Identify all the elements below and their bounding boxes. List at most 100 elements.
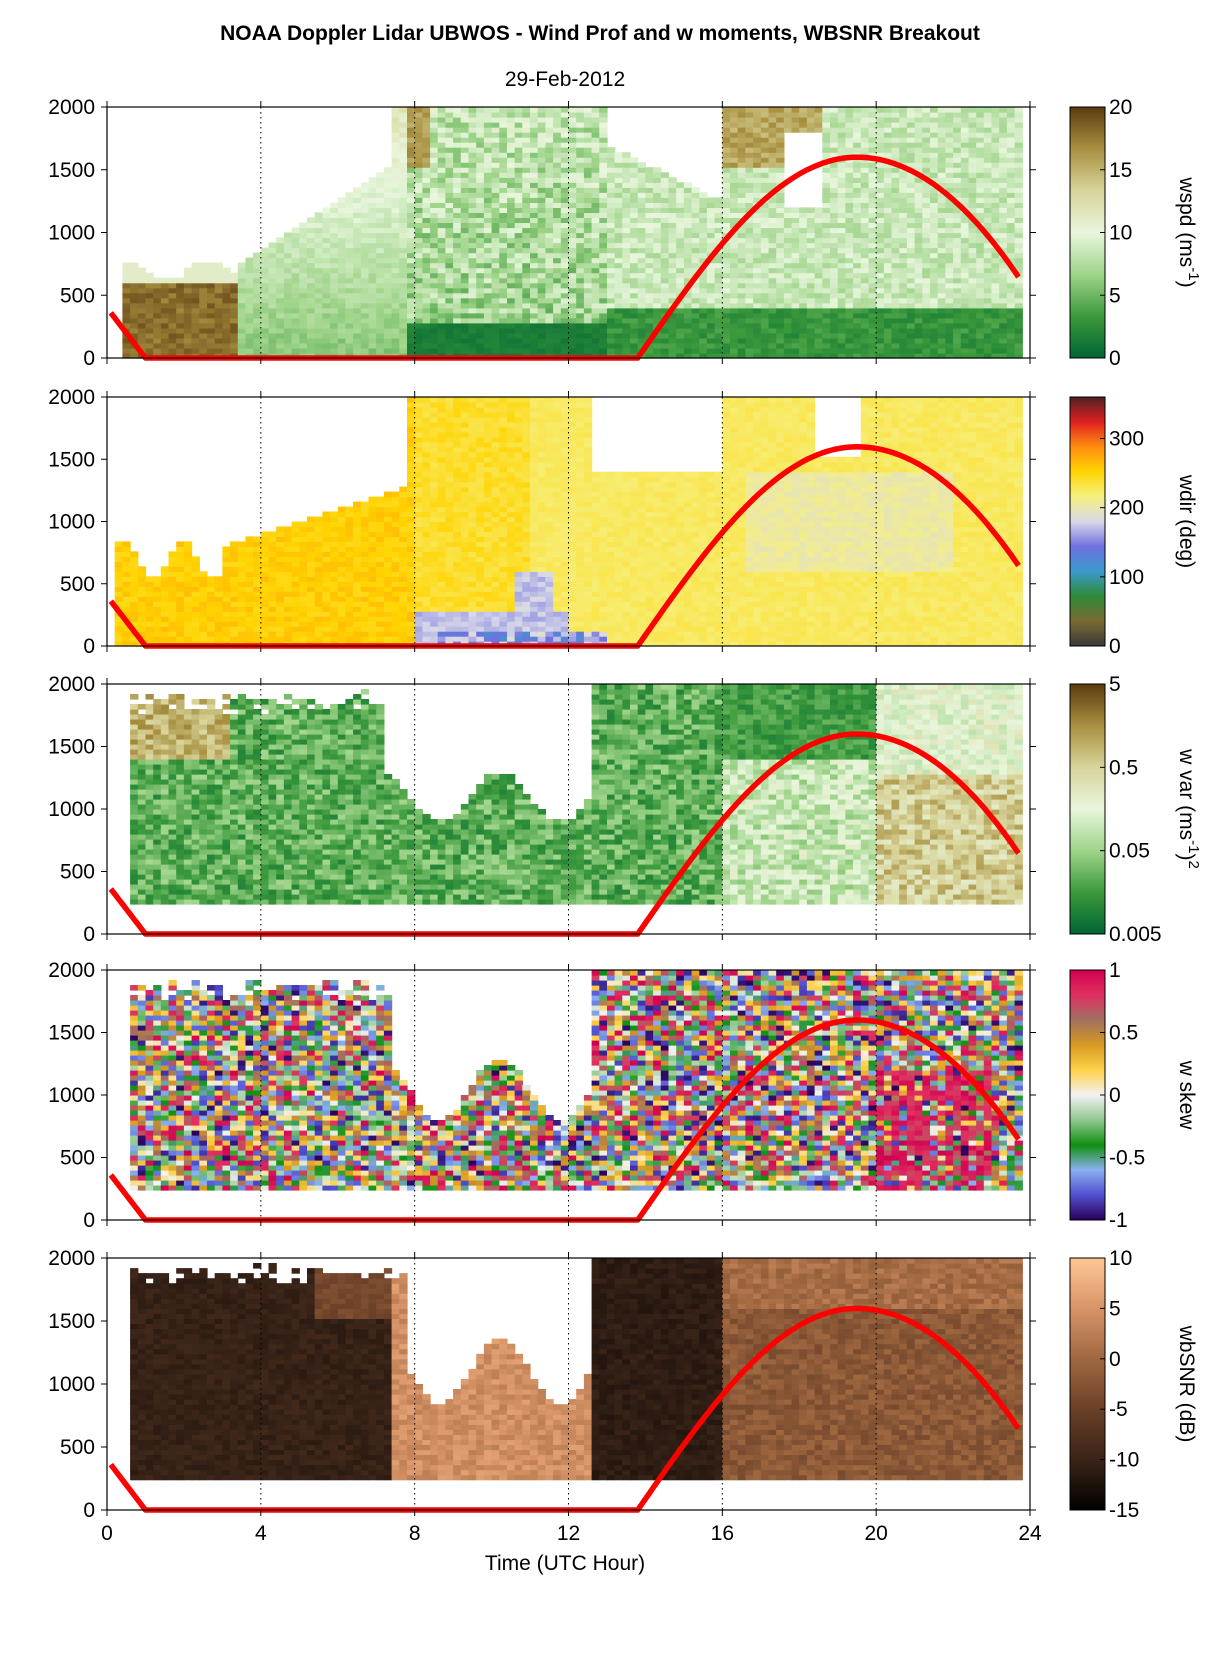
heatmap-cell bbox=[499, 182, 507, 188]
heatmap-cell bbox=[853, 202, 861, 208]
heatmap-cell bbox=[561, 268, 569, 274]
heatmap-cell bbox=[299, 313, 307, 319]
heatmap-cell bbox=[422, 343, 430, 349]
heatmap-cell bbox=[1007, 233, 1015, 239]
heatmap-cell bbox=[484, 228, 492, 234]
heatmap-cell bbox=[153, 308, 161, 314]
heatmap-cell bbox=[722, 172, 730, 178]
heatmap-cell bbox=[361, 212, 369, 218]
heatmap-cell bbox=[707, 343, 715, 349]
heatmap-cell bbox=[222, 611, 230, 617]
heatmap-cell bbox=[776, 217, 784, 223]
heatmap-cell bbox=[192, 278, 200, 284]
heatmap-cell bbox=[569, 192, 577, 198]
heatmap-cell bbox=[345, 328, 353, 334]
heatmap-cell bbox=[469, 137, 477, 143]
heatmap-cell bbox=[630, 258, 638, 264]
heatmap-cell bbox=[738, 122, 746, 128]
heatmap-cell bbox=[845, 263, 853, 269]
heatmap-cell bbox=[461, 253, 469, 259]
heatmap-cell bbox=[745, 238, 753, 244]
heatmap-cell bbox=[207, 338, 215, 344]
heatmap-cell bbox=[569, 127, 577, 133]
heatmap-cell bbox=[392, 217, 400, 223]
heatmap-cell bbox=[315, 223, 323, 229]
heatmap-cell bbox=[584, 263, 592, 269]
heatmap-cell bbox=[515, 192, 523, 198]
heatmap-cell bbox=[838, 343, 846, 349]
heatmap-cell bbox=[561, 263, 569, 269]
heatmap-cell bbox=[884, 288, 892, 294]
heatmap-cell bbox=[184, 631, 192, 637]
heatmap-cell bbox=[645, 308, 653, 314]
heatmap-cell bbox=[884, 283, 892, 289]
heatmap-cell bbox=[661, 223, 669, 229]
heatmap-cell bbox=[469, 328, 477, 334]
heatmap-cell bbox=[653, 233, 661, 239]
heatmap-cell bbox=[584, 233, 592, 239]
heatmap-cell bbox=[561, 293, 569, 299]
heatmap-cell bbox=[476, 217, 484, 223]
heatmap-cell bbox=[407, 233, 415, 239]
heatmap-cell bbox=[138, 571, 146, 577]
heatmap-cell bbox=[484, 167, 492, 173]
heatmap-cell bbox=[576, 217, 584, 223]
heatmap-cell bbox=[822, 263, 830, 269]
heatmap-cell bbox=[922, 157, 930, 163]
heatmap-cell bbox=[507, 112, 515, 118]
heatmap-cell bbox=[545, 288, 553, 294]
heatmap-cell bbox=[999, 207, 1007, 213]
heatmap-cell bbox=[976, 152, 984, 158]
heatmap-cell bbox=[345, 233, 353, 239]
heatmap-cell bbox=[730, 243, 738, 249]
heatmap-cell bbox=[722, 253, 730, 259]
heatmap-cell bbox=[876, 298, 884, 304]
heatmap-cell bbox=[861, 308, 869, 314]
heatmap-cell bbox=[976, 117, 984, 123]
heatmap-cell bbox=[799, 273, 807, 279]
heatmap-cell bbox=[945, 288, 953, 294]
heatmap-cell bbox=[938, 318, 946, 324]
heatmap-cell bbox=[738, 288, 746, 294]
heatmap-cell bbox=[938, 253, 946, 259]
heatmap-cell bbox=[753, 228, 761, 234]
heatmap-cell bbox=[653, 273, 661, 279]
heatmap-cell bbox=[438, 318, 446, 324]
heatmap-cell bbox=[707, 238, 715, 244]
heatmap-cell bbox=[199, 298, 207, 304]
heatmap-cell bbox=[176, 611, 184, 617]
heatmap-cell bbox=[545, 142, 553, 148]
heatmap-cell bbox=[807, 243, 815, 249]
heatmap-cell bbox=[215, 586, 223, 592]
heatmap-cell bbox=[199, 328, 207, 334]
heatmap-cell bbox=[576, 333, 584, 339]
heatmap-cell bbox=[215, 328, 223, 334]
heatmap-cell bbox=[807, 238, 815, 244]
heatmap-cell bbox=[945, 303, 953, 309]
heatmap-cell bbox=[484, 243, 492, 249]
heatmap-cell bbox=[722, 162, 730, 168]
heatmap-cell bbox=[430, 142, 438, 148]
heatmap-cell bbox=[684, 187, 692, 193]
heatmap-cell bbox=[399, 107, 407, 113]
heatmap-cell bbox=[822, 308, 830, 314]
heatmap-cell bbox=[845, 207, 853, 213]
heatmap-cell bbox=[653, 182, 661, 188]
heatmap-cell bbox=[715, 323, 723, 329]
heatmap-cell bbox=[730, 137, 738, 143]
heatmap-cell bbox=[730, 112, 738, 118]
heatmap-cell bbox=[184, 586, 192, 592]
heatmap-cell bbox=[745, 283, 753, 289]
heatmap-cell bbox=[884, 323, 892, 329]
heatmap-cell bbox=[438, 112, 446, 118]
heatmap-cell bbox=[769, 348, 777, 354]
heatmap-cell bbox=[984, 253, 992, 259]
heatmap-cell bbox=[969, 288, 977, 294]
heatmap-cell bbox=[899, 328, 907, 334]
heatmap-cell bbox=[638, 278, 646, 284]
heatmap-cell bbox=[530, 268, 538, 274]
heatmap-cell bbox=[738, 313, 746, 319]
heatmap-cell bbox=[415, 288, 423, 294]
heatmap-cell bbox=[576, 338, 584, 344]
heatmap-cell bbox=[999, 122, 1007, 128]
